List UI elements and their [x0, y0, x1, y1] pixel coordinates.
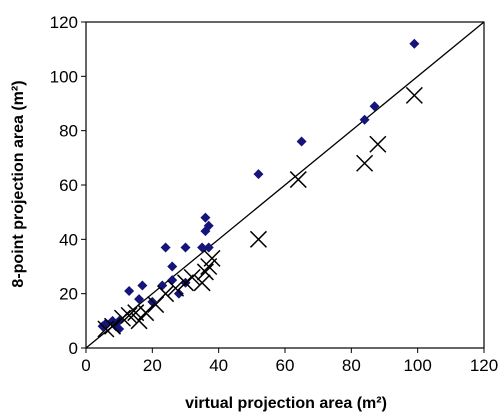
diamond-point — [359, 114, 370, 125]
diamond-point — [203, 220, 214, 231]
x-tick-label: 80 — [342, 356, 361, 375]
y-tick-label: 120 — [50, 13, 78, 32]
diamond-point — [137, 280, 148, 291]
diamond-point — [124, 285, 135, 296]
x-point — [183, 268, 201, 286]
x-point — [203, 249, 221, 267]
diamond-point — [253, 169, 264, 180]
x-point — [356, 154, 374, 172]
y-tick-label: 40 — [59, 230, 78, 249]
diamond-point — [134, 294, 145, 305]
x-point — [369, 135, 387, 153]
x-point — [97, 320, 115, 338]
x-point — [249, 230, 267, 248]
x-point — [176, 274, 195, 292]
diamond-point — [114, 323, 125, 334]
x-point — [157, 285, 175, 303]
data-marks — [97, 38, 423, 338]
y-tick-label: 20 — [59, 285, 78, 304]
x-tick-label: 20 — [143, 356, 162, 375]
diamond-point — [167, 275, 178, 286]
diamond-point — [296, 136, 307, 147]
x-point — [120, 306, 138, 324]
diamond-point — [203, 242, 214, 253]
x-tick-label: 0 — [81, 356, 90, 375]
y-tick-label: 0 — [69, 339, 78, 358]
axis-ticks: 0 20 40 60 80 100 120 0 20 40 60 80 100 120 — [50, 13, 499, 375]
diamond-point — [200, 212, 211, 223]
diamond-point — [167, 261, 178, 272]
x-tick-label: 40 — [209, 356, 228, 375]
x-point — [167, 279, 185, 297]
x-point — [405, 86, 423, 104]
y-tick-label: 60 — [59, 176, 78, 195]
y-tick-label: 80 — [59, 122, 78, 141]
y-axis-title: 8-point projection area (m²) — [10, 80, 27, 287]
x-tick-label: 100 — [403, 356, 431, 375]
x-tick-label: 120 — [470, 356, 498, 375]
diamond-point — [369, 101, 380, 112]
x-axis-title: virtual projection area (m²) — [185, 395, 387, 412]
x-point — [196, 263, 214, 281]
x-point — [289, 171, 307, 189]
diamond-point — [160, 242, 171, 253]
x-point — [137, 304, 155, 322]
x-tick-label: 60 — [276, 356, 295, 375]
reference-line-layer — [85, 21, 485, 349]
x-point — [130, 312, 148, 330]
x-point — [113, 309, 132, 327]
x-point — [193, 274, 211, 292]
reference-line — [85, 21, 485, 349]
y-tick-label: 100 — [50, 67, 78, 86]
diamond-point — [173, 288, 184, 299]
x-point — [104, 317, 122, 335]
diamond-point — [409, 38, 420, 49]
diamond-point — [180, 242, 191, 253]
